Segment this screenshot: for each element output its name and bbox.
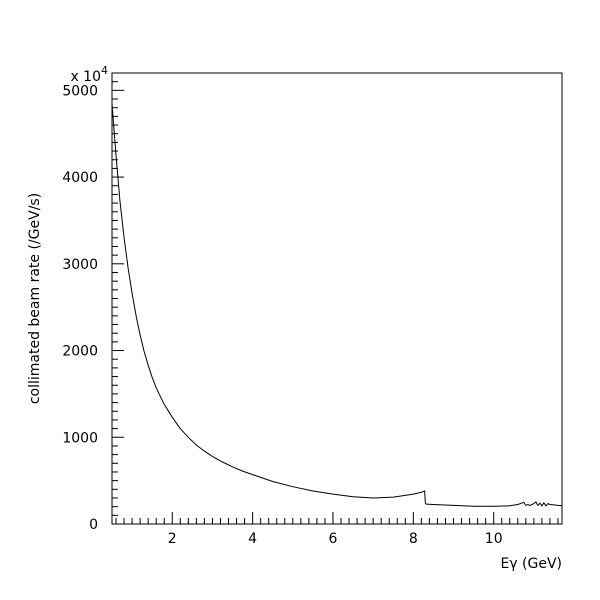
y-tick-label: 0 — [89, 517, 98, 533]
y-axis-title: collimated beam rate (/GeV/s) — [27, 193, 43, 404]
y-tick-label: 2000 — [62, 344, 98, 360]
plot-frame — [111, 72, 563, 525]
x-axis-title: Eγ (GeV) — [500, 556, 562, 572]
y-tick-label: 3000 — [62, 257, 98, 273]
axis-tick-labels: 2 4 6 8 10 0 1000 2000 3000 4000 5000 — [62, 83, 502, 547]
axis-ticks — [112, 72, 559, 525]
x-tick-label: 2 — [168, 531, 177, 547]
series-line — [111, 103, 563, 507]
x-tick-label: 4 — [248, 531, 257, 547]
x-tick-label: 8 — [409, 531, 418, 547]
y-tick-label: 1000 — [62, 430, 98, 446]
y-axis-multiplier: x 104 — [70, 64, 108, 85]
y-tick-label: 5000 — [62, 83, 98, 99]
y-multiplier-exponent: 4 — [101, 64, 108, 77]
y-tick-label: 4000 — [62, 170, 98, 186]
x-tick-label: 10 — [485, 531, 503, 547]
y-multiplier-text: x 10 — [70, 69, 101, 85]
x-tick-label: 6 — [329, 531, 338, 547]
